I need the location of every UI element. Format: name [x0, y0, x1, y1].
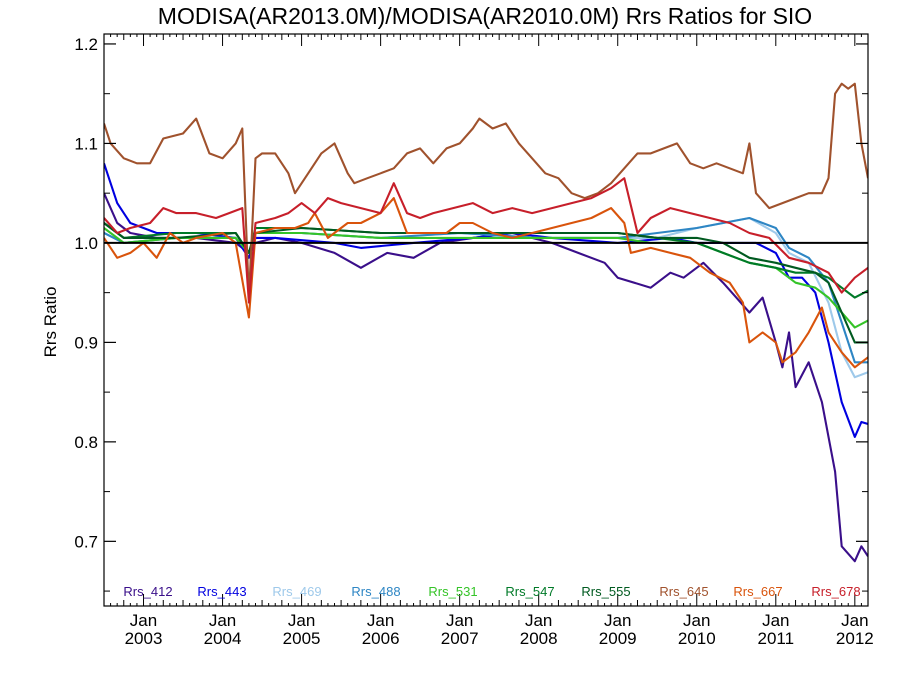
x-tick-month-label: Jan	[446, 611, 473, 630]
x-tick-year-label: 2007	[441, 629, 479, 648]
legend-entry-rrs-488: Rrs_488	[351, 584, 400, 599]
legend-entry-rrs-469: Rrs_469	[272, 584, 321, 599]
legend-entry-rrs-555: Rrs_555	[581, 584, 630, 599]
y-tick-label: 0.7	[74, 532, 98, 551]
y-axis: 0.7 0.8 0.9 1.0 1.1 1.2	[74, 35, 868, 592]
x-tick-year-label: 2010	[678, 629, 716, 648]
x-tick-month-label: Jan	[762, 611, 789, 630]
x-tick-month-label: Jan	[525, 611, 552, 630]
legend-entry-rrs-667: Rrs_667	[733, 584, 782, 599]
series-line-rrs-667	[104, 197, 868, 369]
series-line-rrs-531	[104, 227, 868, 329]
series-line-rrs-678	[104, 177, 868, 304]
legend-entry-rrs-547: Rrs_547	[505, 584, 554, 599]
series-layer	[104, 82, 868, 563]
y-tick-label: 1.0	[74, 234, 98, 253]
x-tick-month-label: Jan	[209, 611, 236, 630]
legend-entry-rrs-412: Rrs_412	[123, 584, 172, 599]
legend: Rrs_412 Rrs_443 Rrs_469 Rrs_488 Rrs_531 Rrs_5…	[123, 584, 860, 599]
x-tick-month-label: Jan	[841, 611, 868, 630]
y-tick-label: 0.8	[74, 433, 98, 452]
legend-entry-rrs-531: Rrs_531	[428, 584, 477, 599]
y-tick-label: 1.2	[74, 35, 98, 54]
x-axis: Jan2003Jan2004Jan2005Jan2006Jan2007Jan20…	[103, 34, 874, 648]
x-tick-month-label: Jan	[683, 611, 710, 630]
legend-entry-rrs-645: Rrs_645	[659, 584, 708, 599]
x-tick-year-label: 2006	[362, 629, 400, 648]
x-tick-month-label: Jan	[604, 611, 631, 630]
x-tick-month-label: Jan	[367, 611, 394, 630]
x-tick-year-label: 2005	[283, 629, 321, 648]
y-axis-label: Rrs Ratio	[41, 287, 60, 358]
x-tick-year-label: 2008	[520, 629, 558, 648]
x-tick-year-label: 2011	[758, 629, 795, 648]
x-tick-year-label: 2003	[125, 629, 163, 648]
legend-entry-rrs-443: Rrs_443	[197, 584, 246, 599]
legend-entry-rrs-678: Rrs_678	[811, 584, 860, 599]
x-tick-year-label: 2009	[599, 629, 637, 648]
series-line-rrs-412	[104, 192, 868, 563]
series-line-rrs-645	[104, 82, 868, 299]
plot-frame	[103, 33, 869, 607]
x-tick-year-label: 2012	[836, 629, 874, 648]
y-tick-label: 1.1	[74, 134, 98, 153]
chart-title: MODISA(AR2013.0M)/MODISA(AR2010.0M) Rrs …	[158, 3, 812, 29]
x-tick-month-label: Jan	[130, 611, 157, 630]
series-line-rrs-443	[104, 162, 868, 438]
x-tick-year-label: 2004	[204, 629, 242, 648]
x-tick-month-label: Jan	[288, 611, 315, 630]
y-tick-label: 0.9	[74, 333, 98, 352]
